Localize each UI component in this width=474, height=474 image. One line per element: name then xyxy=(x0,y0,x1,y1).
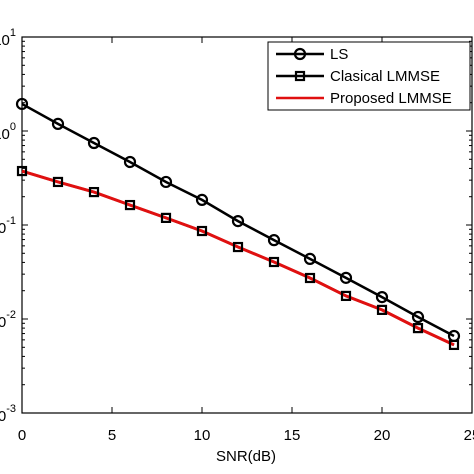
y-tick-label: 10-2 xyxy=(0,309,16,331)
marker xyxy=(375,290,389,304)
marker xyxy=(232,241,244,253)
y-tick-base: 10 xyxy=(0,408,6,425)
x-tick-label: 15 xyxy=(284,427,301,444)
marker xyxy=(88,186,100,198)
y-tick-base: 10 xyxy=(0,32,10,49)
marker xyxy=(15,97,29,111)
marker xyxy=(52,176,64,188)
x-tick-label: 25 xyxy=(464,427,474,444)
x-tick-label: 20 xyxy=(374,427,391,444)
y-tick-base: 10 xyxy=(0,314,6,331)
y-tick-exponent: -2 xyxy=(6,309,16,321)
legend-label: LS xyxy=(330,46,348,63)
y-tick-base: 10 xyxy=(0,126,10,143)
marker xyxy=(87,136,101,150)
y-tick-label: 100 xyxy=(0,121,16,143)
legend-label: Proposed LMMSE xyxy=(330,90,452,107)
marker xyxy=(411,310,425,324)
y-tick-label: 10-1 xyxy=(0,215,16,237)
marker xyxy=(412,323,424,334)
marker xyxy=(160,212,172,223)
marker xyxy=(448,339,460,351)
marker xyxy=(376,304,388,315)
y-tick-exponent: 1 xyxy=(10,27,16,39)
series-line xyxy=(21,169,455,347)
marker xyxy=(304,272,316,284)
legend-marker xyxy=(293,47,307,61)
x-axis-label: SNR(dB) xyxy=(216,448,276,465)
y-tick-label: 10-3 xyxy=(0,403,16,425)
marker xyxy=(124,199,136,211)
y-tick-label: 101 xyxy=(0,27,16,49)
marker xyxy=(339,271,353,284)
marker xyxy=(231,215,245,228)
marker xyxy=(340,290,352,302)
marker xyxy=(159,175,173,189)
y-tick-exponent: -3 xyxy=(6,403,16,415)
y-tick-exponent: 0 xyxy=(10,121,16,133)
marker xyxy=(16,165,28,177)
legend-marker xyxy=(294,70,306,82)
legend-label: Clasical LMMSE xyxy=(330,68,440,85)
marker xyxy=(268,256,280,268)
marker xyxy=(195,193,209,206)
marker xyxy=(267,234,281,247)
series-line xyxy=(21,102,455,338)
x-tick-label: 0 xyxy=(18,427,26,444)
x-tick-label: 10 xyxy=(194,427,211,444)
series-line xyxy=(21,169,455,347)
y-tick-exponent: -1 xyxy=(6,215,16,227)
marker xyxy=(123,155,137,169)
marker xyxy=(196,225,208,237)
x-tick-label: 5 xyxy=(108,427,116,444)
marker xyxy=(303,252,317,265)
marker xyxy=(51,117,65,130)
y-tick-base: 10 xyxy=(0,220,6,237)
